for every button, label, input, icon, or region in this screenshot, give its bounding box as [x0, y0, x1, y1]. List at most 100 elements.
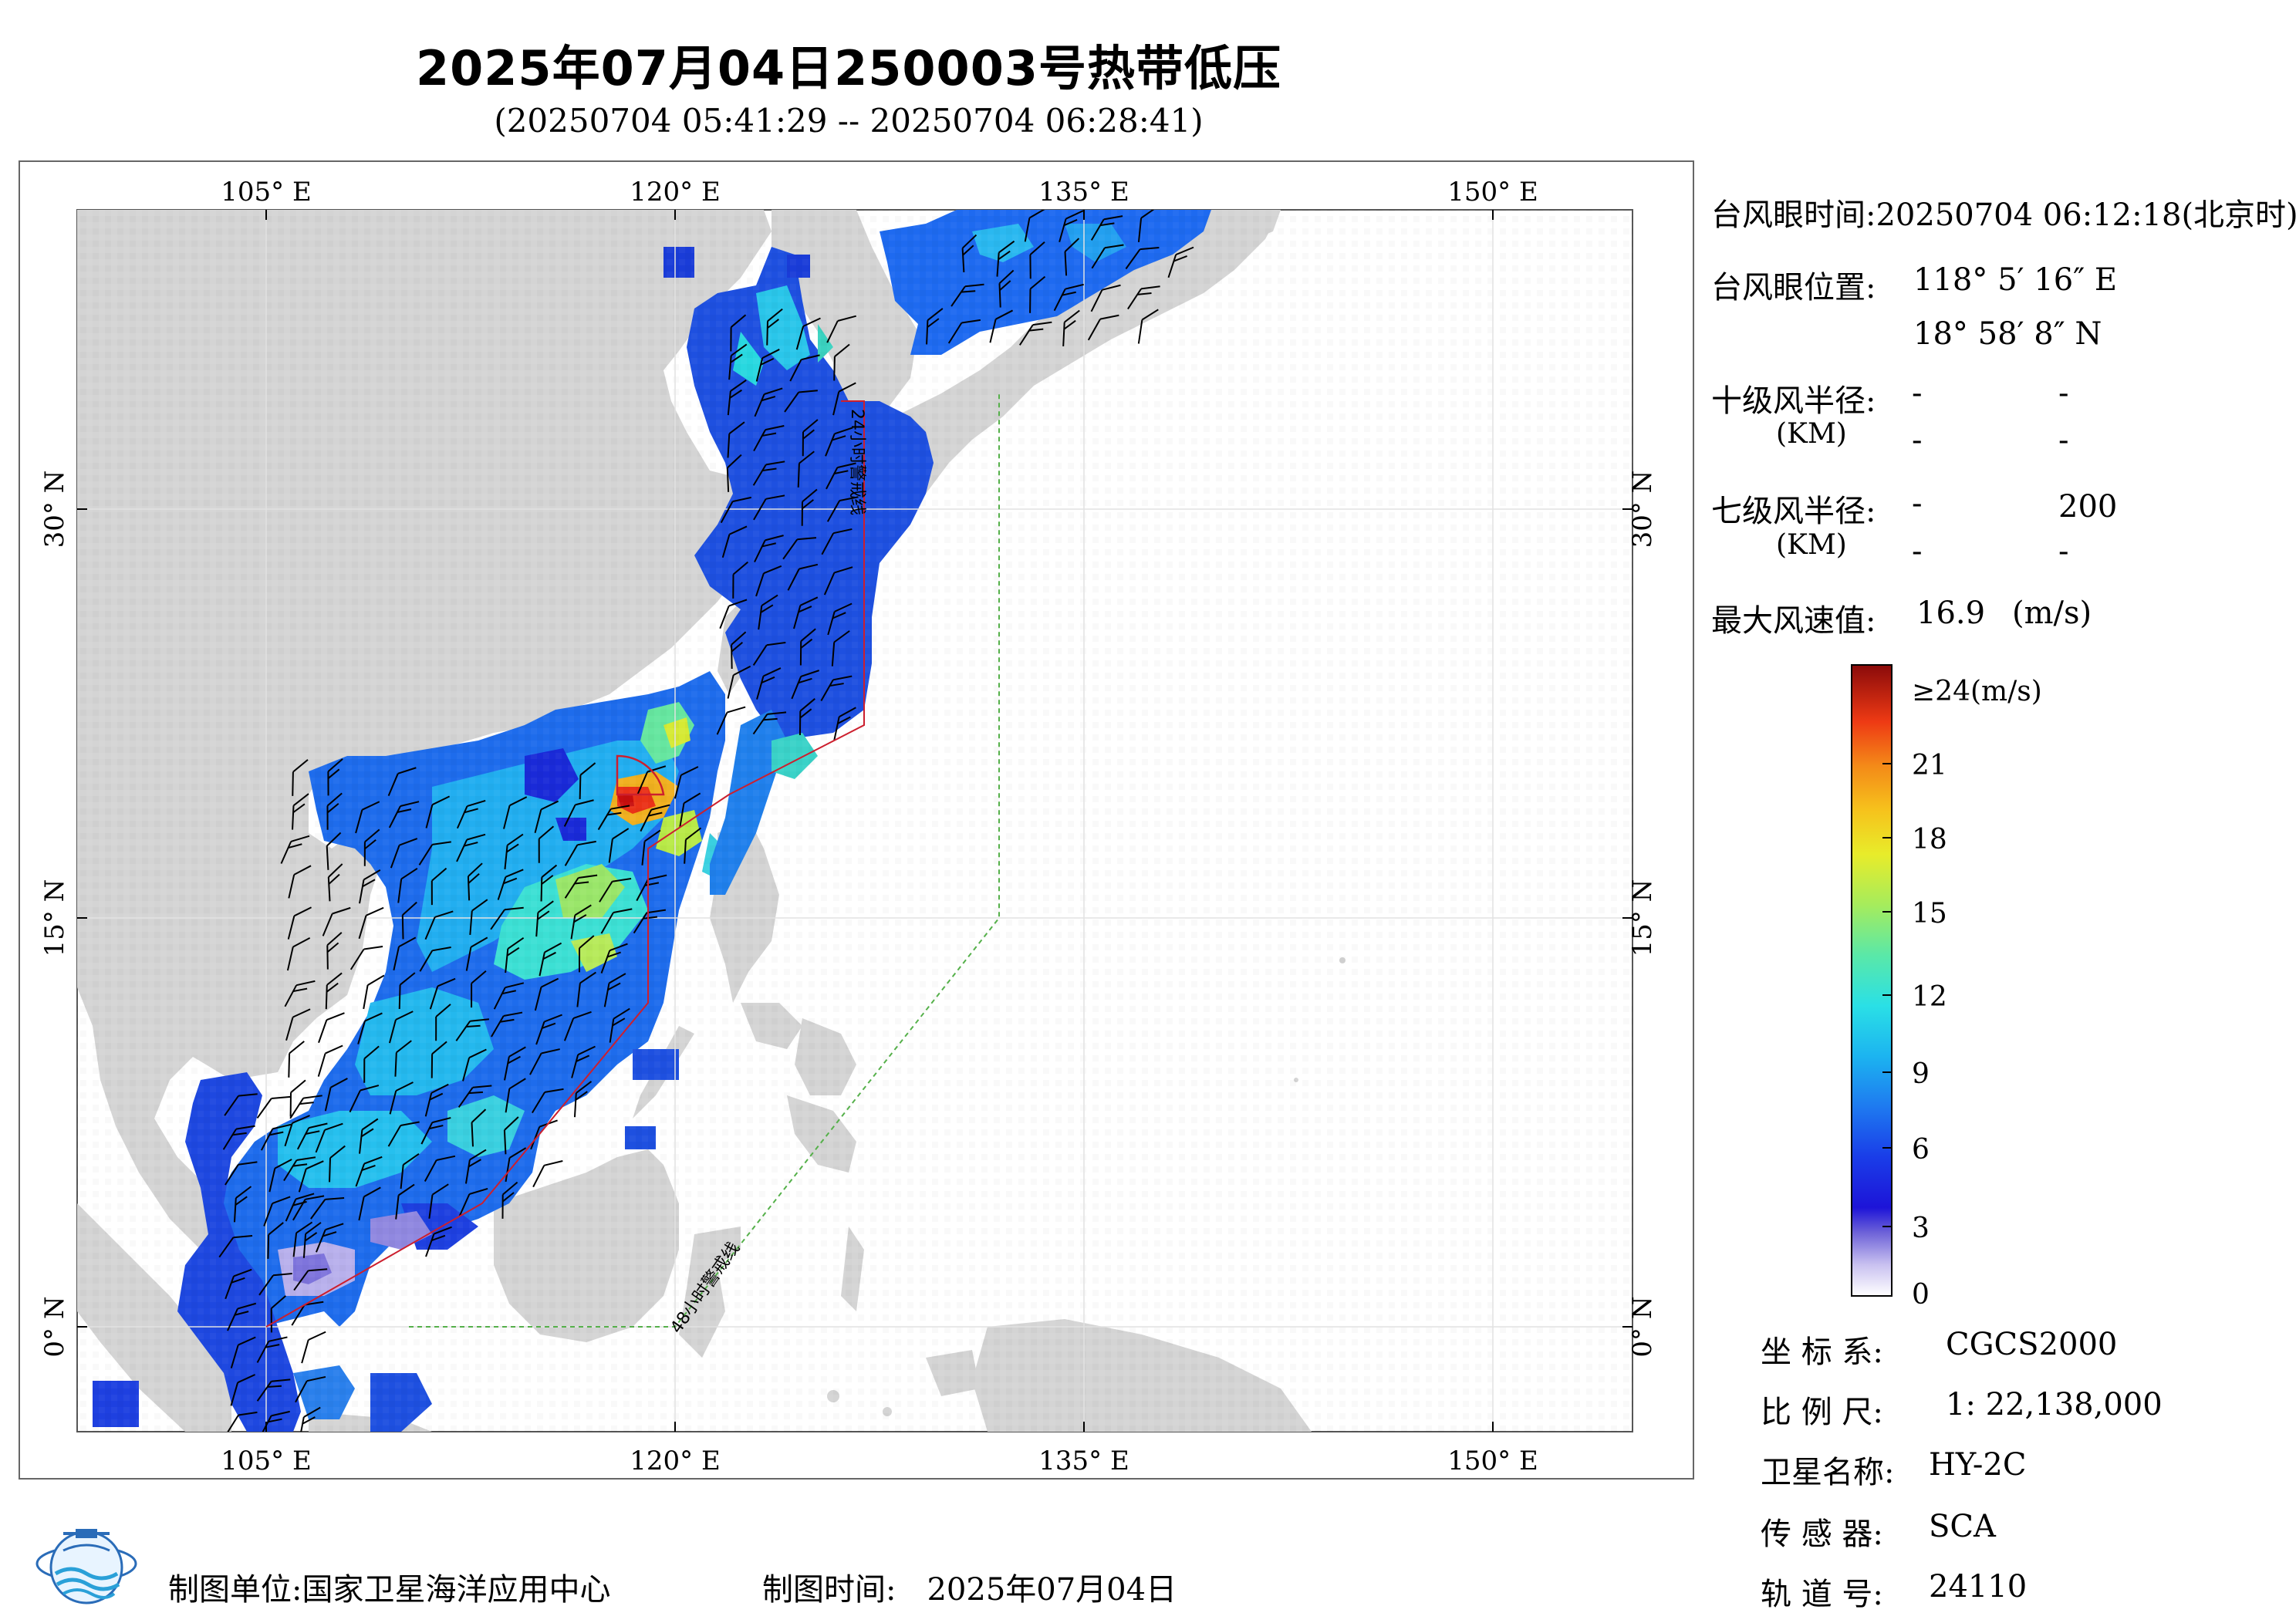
wind-barb — [534, 800, 559, 833]
r10-value: - — [2058, 376, 2069, 411]
wind-barb — [458, 1188, 488, 1216]
wind-barb — [727, 421, 745, 458]
wind-barb — [471, 1108, 487, 1147]
wind-barb — [539, 942, 562, 977]
colorbar-tick-label: 6 — [1912, 1134, 1930, 1166]
wind-barb — [302, 1222, 322, 1258]
wind-barb — [455, 1018, 490, 1041]
wind-barb — [322, 906, 351, 936]
wind-barb — [752, 461, 785, 486]
wind-barb — [283, 1156, 316, 1182]
wind-barb — [285, 1008, 311, 1041]
wind-barb — [289, 1079, 306, 1117]
wind-barb — [505, 1078, 526, 1113]
wind-barb — [926, 308, 944, 345]
wind-barb — [256, 1336, 288, 1363]
wind-barb — [505, 1147, 527, 1183]
wind-barb — [674, 766, 699, 799]
wind-barb — [218, 1234, 253, 1258]
wind-barb — [529, 1048, 560, 1075]
wind-barb — [752, 642, 786, 666]
wind-barb — [284, 1115, 310, 1147]
wind-barb — [289, 1095, 322, 1119]
wind-barb — [258, 1273, 292, 1296]
crs-value: CGCS2000 — [1946, 1327, 2118, 1362]
axis-ticks — [77, 210, 1633, 1432]
wind-barb — [535, 900, 554, 937]
wind-barb — [424, 1083, 449, 1117]
wind-barb — [349, 1085, 380, 1113]
wind-barb — [225, 1161, 258, 1186]
wind-barb — [728, 343, 748, 380]
wind-barb — [267, 1222, 284, 1259]
wind-barb — [458, 1085, 492, 1108]
wind-barb — [270, 1295, 287, 1333]
warning-line-48h — [409, 393, 1000, 1328]
wind-barb — [222, 1125, 255, 1150]
wind-barb — [752, 711, 787, 735]
wind-barb — [716, 706, 746, 735]
wind-barb — [719, 599, 748, 629]
wind-barb — [224, 1093, 258, 1116]
wind-barb — [288, 1041, 305, 1078]
lat-label: 0° N — [39, 1296, 70, 1357]
wind-barb — [225, 1268, 252, 1300]
wind-radius-marker — [616, 754, 665, 796]
wind-barb — [310, 1197, 345, 1220]
wind-barb — [326, 832, 342, 870]
wind-barb — [268, 1159, 292, 1193]
wind-barbs — [218, 210, 1194, 1432]
eye-time-label: 台风眼时间: — [1711, 197, 1876, 233]
wind-barb — [430, 1041, 447, 1078]
lat-labels-left: 30° N 15° N 0° N — [39, 471, 70, 1358]
wind-barb — [1024, 210, 1047, 242]
wind-barb — [465, 936, 488, 971]
wind-barb — [398, 972, 416, 1010]
wind-barb — [684, 827, 702, 864]
wind-barb — [996, 240, 1015, 277]
wind-barb — [467, 862, 483, 901]
wind-barb — [636, 874, 667, 902]
sat-label: 卫星名称: — [1761, 1455, 1895, 1490]
wind-barb — [317, 1044, 343, 1077]
wind-barb — [1029, 275, 1046, 313]
wind-barb — [721, 525, 748, 558]
wind-swath — [77, 210, 1633, 1432]
colorbar-tick-label: 15 — [1912, 898, 1947, 930]
wind-barb — [825, 427, 853, 457]
wind-barb — [640, 804, 670, 832]
wind-barb — [225, 1411, 258, 1432]
sat-value: HY-2C — [1929, 1447, 2027, 1483]
wind-barb — [326, 932, 343, 970]
map-time-range: (20250704 05:41:29 -- 20250704 06:28:41) — [494, 102, 1204, 140]
lat-labels-right: 30° N 15° N 0° N — [1627, 471, 1658, 1358]
wind-barb — [490, 906, 524, 930]
sensor-value: SCA — [1929, 1509, 1996, 1544]
wind-barb — [600, 943, 628, 973]
wind-barb — [256, 1095, 291, 1119]
wind-barb — [603, 973, 626, 1007]
wind-barb — [597, 805, 630, 831]
wind-barb — [505, 936, 525, 973]
wind-barb — [389, 1011, 414, 1044]
wind-barb — [349, 946, 383, 970]
map-frame — [19, 160, 1694, 1480]
wind-barb — [801, 488, 818, 526]
colorbar-top-label: ≥24(m/s) — [1912, 676, 2042, 707]
footer-date-label: 制图时间: — [762, 1572, 896, 1608]
max-wind-label: 最大风速值: — [1711, 603, 1876, 639]
wind-barb — [599, 877, 632, 903]
lat-label: 30° N — [39, 471, 70, 548]
wind-barb — [301, 1331, 326, 1364]
wind-barb — [600, 908, 633, 934]
wind-barb — [782, 537, 817, 560]
wind-barb — [535, 1014, 562, 1045]
max-wind-value: 16.9 — [1916, 596, 1986, 631]
footer-date: 制图时间: 2025年07月04日 — [762, 1564, 1177, 1609]
wind-barb — [579, 762, 596, 800]
colorbar-tick-label: 0 — [1912, 1279, 1930, 1311]
wind-barb — [1018, 321, 1052, 346]
wind-barb — [292, 1195, 325, 1221]
eye-lon: 118° 5′ 16″ E — [1913, 262, 2118, 298]
wind-barb — [424, 1155, 456, 1182]
